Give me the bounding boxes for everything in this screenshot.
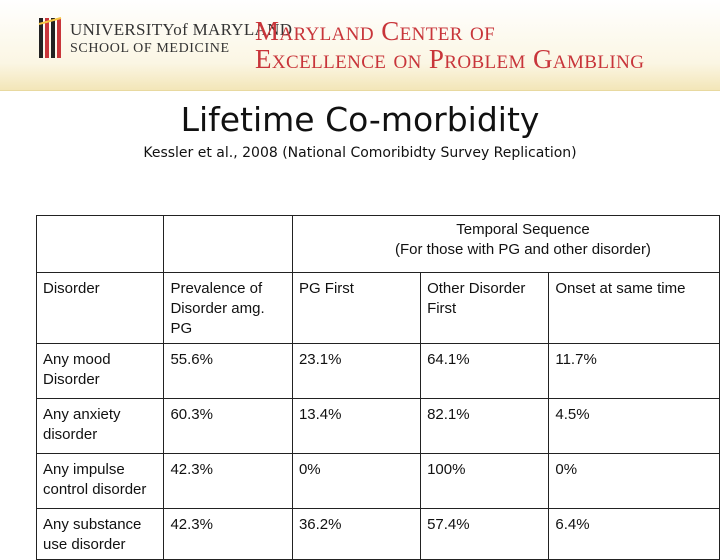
university-emblem-icon: [38, 17, 62, 58]
same-time-cell: 4.5%: [548, 398, 720, 454]
same-time-cell: 6.4%: [548, 508, 720, 560]
temporal-sequence-header: Temporal Sequence (For those with PG and…: [291, 215, 720, 273]
other-first-cell: 100%: [420, 453, 550, 509]
empty-header-cell: [163, 215, 293, 273]
center-logo: Maryland Center of Excellence on Problem…: [255, 14, 695, 74]
table-row: Any impulse control disorder 42.3% 0% 10…: [35, 453, 720, 509]
center-name-line2: Excellence on Problem Gambling: [255, 44, 645, 74]
prevalence-cell: 55.6%: [163, 343, 293, 399]
temporal-sequence-title: Temporal Sequence: [456, 221, 590, 238]
column-header-other-first: Other Disorder First: [420, 272, 550, 344]
slide-header: UNIVERSITYof MARYLAND SCHOOL OF MEDICINE…: [0, 0, 720, 91]
column-header-same-time: Onset at same time: [548, 272, 720, 344]
pg-first-cell: 0%: [291, 453, 422, 509]
disorder-cell: Any substance use disorder: [35, 508, 165, 560]
column-header-disorder: Disorder: [35, 272, 165, 344]
empty-header-cell: [35, 215, 165, 273]
disorder-cell: Any mood Disorder: [35, 343, 165, 399]
temporal-sequence-note: (For those with PG and other disorder): [394, 241, 651, 258]
disorder-cell: Any impulse control disorder: [35, 453, 165, 509]
prevalence-cell: 42.3%: [163, 453, 293, 509]
other-first-cell: 57.4%: [420, 508, 550, 560]
same-time-cell: 11.7%: [548, 343, 720, 399]
slide-title: Lifetime Co-morbidity: [180, 100, 540, 139]
pg-first-cell: 23.1%: [291, 343, 422, 399]
university-name: UNIVERSITYof MARYLAND: [70, 20, 293, 39]
same-time-cell: 0%: [548, 453, 720, 509]
column-header-pg-first: PG First: [291, 272, 422, 344]
pg-first-cell: 36.2%: [291, 508, 422, 560]
prevalence-cell: 42.3%: [163, 508, 293, 560]
other-first-cell: 64.1%: [420, 343, 550, 399]
slide-subtitle: Kessler et al., 2008 (National Comoribid…: [143, 145, 577, 161]
university-logo: UNIVERSITYof MARYLAND SCHOOL OF MEDICINE: [38, 16, 292, 64]
other-first-cell: 82.1%: [420, 398, 550, 454]
prevalence-cell: 60.3%: [163, 398, 293, 454]
column-header-prevalence: Prevalence of Disorder amg. PG: [163, 272, 293, 344]
comorbidity-table: Temporal Sequence (For those with PG and…: [35, 215, 720, 560]
school-name: SCHOOL OF MEDICINE: [70, 41, 230, 56]
table-row: Any mood Disorder 55.6% 23.1% 64.1% 11.7…: [35, 343, 720, 399]
table-row: Any anxiety disorder 60.3% 13.4% 82.1% 4…: [35, 398, 720, 454]
center-name-line1: Maryland Center of: [255, 16, 496, 46]
disorder-cell: Any anxiety disorder: [35, 398, 165, 454]
pg-first-cell: 13.4%: [291, 398, 422, 454]
table-row: Any substance use disorder 42.3% 36.2% 5…: [35, 508, 720, 560]
